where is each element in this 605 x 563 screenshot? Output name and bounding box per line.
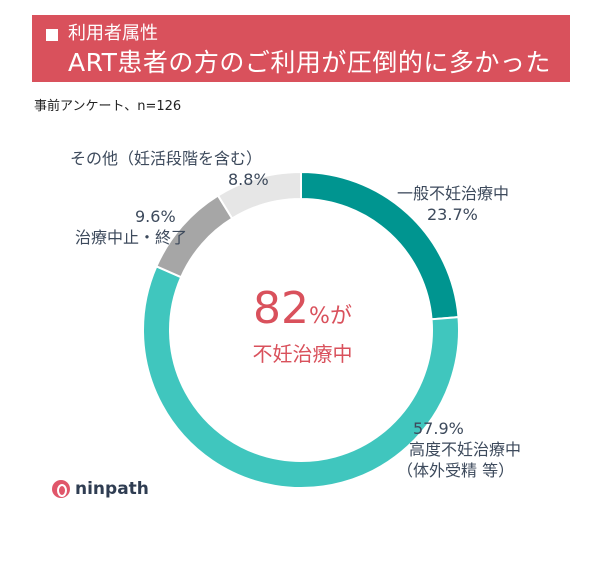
title-banner: 利用者属性 ART患者の方のご利用が圧倒的に多かった <box>32 15 570 82</box>
survey-note: 事前アンケート、n=126 <box>34 99 182 114</box>
label-other-pct: 8.8% <box>228 170 269 189</box>
label-advanced-pct: 57.9% <box>413 419 464 438</box>
label-advanced-name: 高度不妊治療中 <box>409 440 522 459</box>
label-advanced-note: （体外受精 等） <box>397 461 515 480</box>
ninpath-logo-icon <box>52 480 70 498</box>
center-unit: %が <box>309 304 352 329</box>
label-stopped: 9.6% 治療中止・終了 <box>75 206 187 248</box>
center-value: 82 <box>253 283 310 334</box>
center-label: 不妊治療中 <box>252 342 353 366</box>
slice-other <box>216 170 302 220</box>
label-general: 一般不妊治療中 23.7% <box>397 183 509 225</box>
center-summary: 82%が 不妊治療中 <box>230 285 375 367</box>
label-general-pct: 23.7% <box>427 205 478 224</box>
label-general-name: 一般不妊治療中 <box>397 184 510 203</box>
label-other-name: その他（妊活段階を含む） <box>70 149 263 168</box>
label-stopped-name: 治療中止・終了 <box>75 228 188 247</box>
banner-title: ART患者の方のご利用が圧倒的に多かった <box>68 48 551 77</box>
label-other: その他（妊活段階を含む） 8.8% <box>70 148 269 190</box>
brand-name: ninpath <box>75 479 149 499</box>
banner-subtitle: 利用者属性 <box>68 23 158 44</box>
slice-advanced <box>142 265 460 490</box>
label-advanced: 57.9% 高度不妊治療中 （体外受精 等） <box>397 418 521 481</box>
square-bullet-icon <box>46 29 58 41</box>
label-stopped-pct: 9.6% <box>135 207 176 226</box>
